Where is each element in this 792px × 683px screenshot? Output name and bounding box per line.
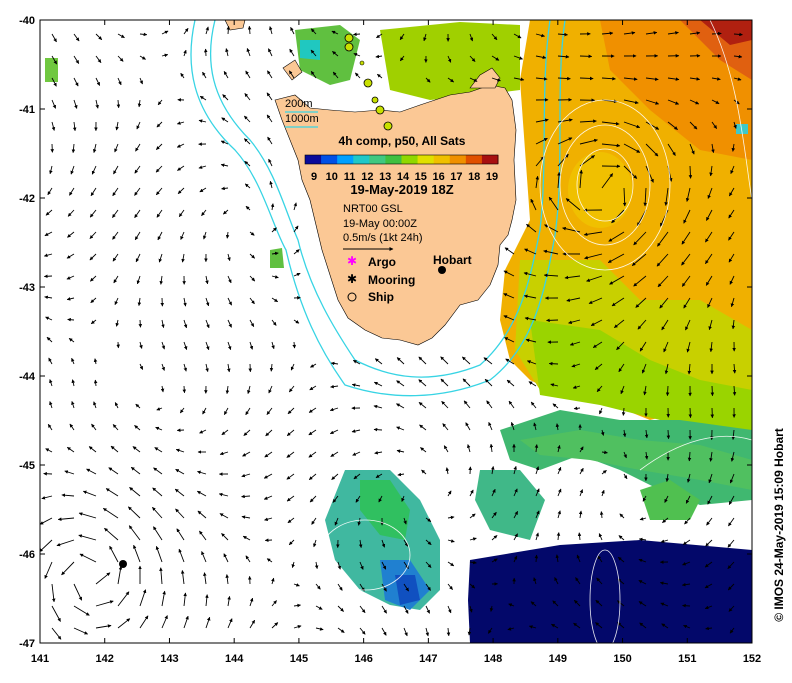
colorbar-segment — [321, 155, 338, 164]
x-tick-label: 150 — [613, 653, 631, 665]
y-tick-label: -46 — [19, 549, 35, 561]
colorbar-segment — [385, 155, 402, 164]
ship-marker — [372, 97, 378, 103]
y-tick-label: -47 — [19, 638, 35, 650]
ship-marker — [364, 79, 372, 87]
hobart-label: Hobart — [433, 253, 472, 267]
x-tick-label: 148 — [484, 653, 502, 665]
ship-marker — [360, 61, 364, 65]
current-arrow — [683, 606, 691, 607]
current-arrow — [580, 78, 593, 79]
ship-marker — [345, 34, 353, 42]
x-tick-label: 144 — [225, 653, 244, 665]
colorbar-segment — [482, 155, 499, 164]
current-arrow — [68, 319, 74, 320]
current-arrow — [547, 320, 559, 321]
current-arrow — [353, 34, 360, 35]
source-label: NRT00 GSL — [343, 203, 403, 215]
current-arrow — [228, 26, 229, 34]
current-arrow — [668, 430, 669, 439]
mooring-label: Mooring — [368, 273, 415, 287]
current-arrow — [44, 276, 52, 277]
colorbar-segment — [305, 155, 322, 164]
colorbar-segment — [450, 155, 467, 164]
y-tick-label: -43 — [19, 282, 35, 294]
current-arrow — [690, 408, 691, 418]
x-tick-label: 151 — [678, 653, 696, 665]
colorbar — [305, 155, 499, 164]
ship-label: Ship — [368, 290, 394, 304]
colorbar-segment — [337, 155, 354, 164]
colorbar-segment — [418, 155, 435, 164]
x-tick-label: 152 — [743, 653, 761, 665]
colorbar-segment — [369, 155, 386, 164]
hobart-marker — [438, 266, 446, 274]
current-arrow — [667, 386, 668, 396]
ship-marker — [384, 122, 392, 130]
x-tick-label: 149 — [549, 653, 567, 665]
colorbar-tick-label: 10 — [326, 171, 338, 183]
current-time-label: 19-May 00:00Z — [343, 218, 417, 230]
datetime-label: 19-May-2019 18Z — [350, 182, 453, 197]
current-arrow — [374, 429, 382, 430]
y-tick-label: -45 — [19, 460, 35, 472]
current-arrow — [184, 386, 185, 393]
sst-patch-cold — [468, 540, 752, 643]
current-arrow — [536, 555, 537, 562]
x-tick-label: 146 — [354, 653, 372, 665]
argo-icon: ✱ — [347, 254, 357, 268]
colorbar-tick-label: 19 — [486, 171, 498, 183]
credit-label: © IMOS 24-May-2019 15:09 Hobart — [772, 428, 786, 622]
colorbar-tick-label: 18 — [468, 171, 480, 183]
x-tick-label: 147 — [419, 653, 437, 665]
mooring-icon: ✱ — [347, 272, 357, 286]
colorbar-segment — [434, 155, 451, 164]
scale-label: 0.5m/s (1kt 24h) — [343, 232, 422, 244]
legend-1000m-label: 1000m — [285, 113, 319, 125]
x-tick-label: 142 — [96, 653, 114, 665]
sst-patch-west — [45, 58, 58, 82]
x-tick-label: 141 — [31, 653, 49, 665]
y-tick-label: -41 — [19, 104, 35, 116]
ship-marker — [345, 43, 353, 51]
current-arrow — [549, 364, 558, 365]
mooring-marker — [119, 560, 127, 568]
y-tick-label: -42 — [19, 193, 35, 205]
current-arrow — [294, 342, 295, 348]
sst-patch-north-3 — [300, 40, 320, 60]
legend-200m-label: 200m — [285, 98, 313, 110]
current-arrow — [140, 320, 141, 327]
product-label: 4h comp, p50, All Sats — [339, 134, 466, 148]
colorbar-segment — [402, 155, 419, 164]
colorbar-tick-label: 9 — [311, 171, 317, 183]
current-arrow — [690, 166, 691, 178]
current-arrow — [712, 386, 713, 396]
y-tick-label: -40 — [19, 15, 35, 27]
colorbar-segment — [466, 155, 483, 164]
x-tick-label: 145 — [290, 653, 308, 665]
argo-label: Argo — [368, 255, 396, 269]
sst-patch-northeast — [500, 20, 752, 440]
x-tick-label: 143 — [160, 653, 178, 665]
ship-marker — [376, 106, 384, 114]
colorbar-segment — [353, 155, 370, 164]
y-tick-label: -44 — [19, 371, 36, 383]
sst-patch-west-2 — [270, 248, 284, 268]
